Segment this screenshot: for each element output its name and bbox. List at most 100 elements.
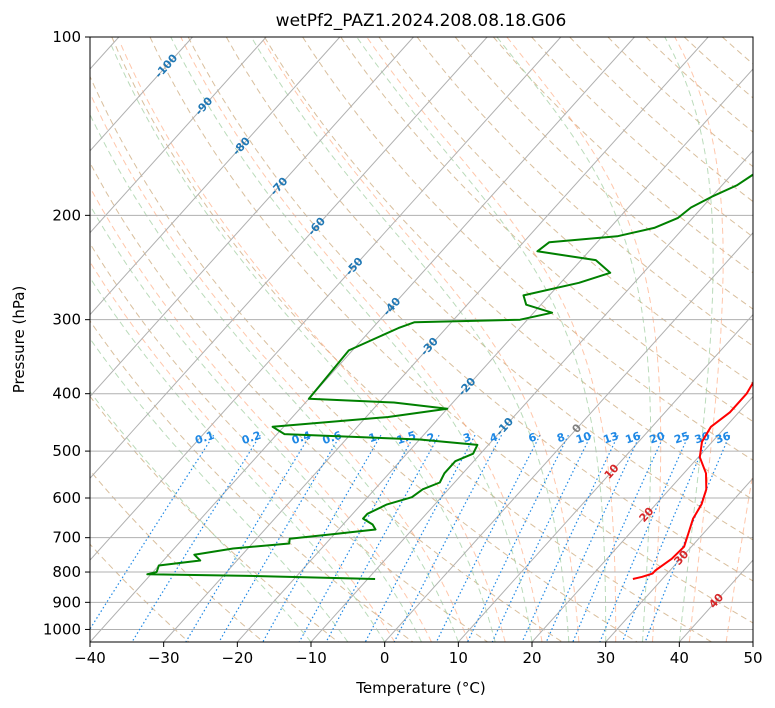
dry-adiabat [90,320,414,642]
y-axis: 100 200 300 400 500 600 700 800 900 1000 [43,28,90,638]
series-layer [146,173,753,580]
isotherm-line [90,37,635,642]
isotherm-line [90,37,562,561]
x-axis-label: Temperature (°C) [355,679,485,697]
salmon-adiabat [725,469,753,642]
salmon-adiabat [90,260,396,642]
x-tick-label: 10 [449,649,468,667]
plot-area: -100-90-80-70-60-50-40-30-20-10 010203040… [90,32,775,642]
y-tick-label: 900 [52,593,81,611]
x-tick-label: −30 [148,649,180,667]
mixing-ratio-label: 10 [574,429,593,446]
dry-adiabat [90,242,488,642]
dry-adiabat [225,37,753,541]
mixing-ratio-label: 20 [648,429,667,446]
mixing-ratio-label: 1.5 [395,429,418,447]
dry-adiabat [90,543,190,642]
salmon-adiabat [260,37,580,642]
dry-adiabat [607,37,753,168]
x-tick-label: 40 [670,649,689,667]
mixing-ratio-line [572,434,665,642]
dry-adiabat [90,75,638,642]
mixing-ratio-label: 0.4 [290,429,313,447]
x-axis: −40 −30 −20 −10 0 10 20 30 40 50 [74,642,763,667]
salmon-adiabat [180,37,543,642]
mixing-ratio-label: 25 [672,429,691,446]
x-tick-label: −10 [295,649,327,667]
mixing-ratio-line [435,434,541,642]
mixing-ratio-label: 0.2 [240,429,263,447]
mixing-ratio-line [218,434,342,642]
moist-adiabat [90,390,312,642]
mixing-ratio-label: 36 [714,429,733,446]
mixing-ratio-label: 16 [624,429,643,446]
mixing-ratio-label: 6 [527,430,539,445]
dry-adiabat [90,395,339,642]
isotherm-line [310,150,753,642]
isotherm-line [90,37,267,234]
mixing-ratio-line [466,434,569,642]
dry-adiabat [493,37,753,274]
dry-adiabat [454,37,753,310]
dry-adiabat [531,37,753,238]
dry-adiabat [416,37,753,347]
salmon-adiabat [763,32,775,642]
isotherm-line [384,231,753,642]
salmon-adiabat [90,91,469,642]
mixing-ratio-line [325,434,440,642]
mixing-ratio-label: 2 [425,431,436,446]
moist-adiabat [90,113,459,642]
mixing-ratio-line [298,434,415,642]
salmon-adiabat [674,37,724,642]
x-tick-label: 50 [743,649,762,667]
isotherm-line [236,68,753,642]
isotherm-line [605,477,753,642]
dry-adiabat [149,37,753,624]
mixing-ratio-labels: 0.1 0.2 0.4 0.6 1 1.5 2 3 4 6 8 10 13 16 20 25 30 36 [193,429,732,448]
x-tick-label: 30 [596,649,615,667]
mixing-ratio-line [545,434,641,642]
dry-adiabat [683,37,753,99]
mixing-ratio-label: 0.1 [193,429,216,447]
mixing-ratio-label: 3 [462,431,473,446]
y-tick-label: 300 [52,311,81,329]
y-tick-label: 100 [52,28,81,46]
mixing-ratio-label: 8 [555,431,566,446]
x-tick-label: 20 [522,649,541,667]
y-axis-label: Pressure (hPa) [10,286,28,394]
moist-adiabat [496,37,652,642]
temperature-profile [632,380,753,580]
moist-adiabat [664,37,714,642]
isotherm-line [457,313,753,642]
x-tick-label: 0 [380,649,390,667]
moist-adiabat [356,37,607,642]
mixing-ratio-line [131,434,261,642]
mixing-ratio-label: 4 [488,430,500,445]
dry-adiabat [90,469,264,642]
chart-title: wetPf2_PAZ1.2024.208.08.18.G06 [276,11,567,31]
moist-adiabat [250,37,570,642]
plot-frame [89,36,754,643]
y-tick-label: 400 [52,385,81,403]
y-tick-label: 500 [52,442,81,460]
salmon-adiabat [119,41,506,642]
isotherm-line [90,37,341,316]
isotherm-line [90,37,414,398]
isotherm-line [90,37,488,480]
mixing-ratio-line [393,434,503,642]
background-lines [90,32,775,642]
isotherm-line [678,559,753,642]
dewpoint-profile [146,173,753,580]
dry-adiabat [111,37,712,642]
isotherm-line [531,395,753,642]
isotherm-line [163,37,709,642]
y-tick-label: 1000 [43,620,81,638]
isotherm-line [752,641,753,642]
mixing-ratio-line [599,434,690,642]
mixing-ratio-line [621,434,710,642]
mixing-ratio-line [364,434,476,642]
mixing-ratio-line [185,434,311,642]
mixing-ratio-line [90,434,215,631]
